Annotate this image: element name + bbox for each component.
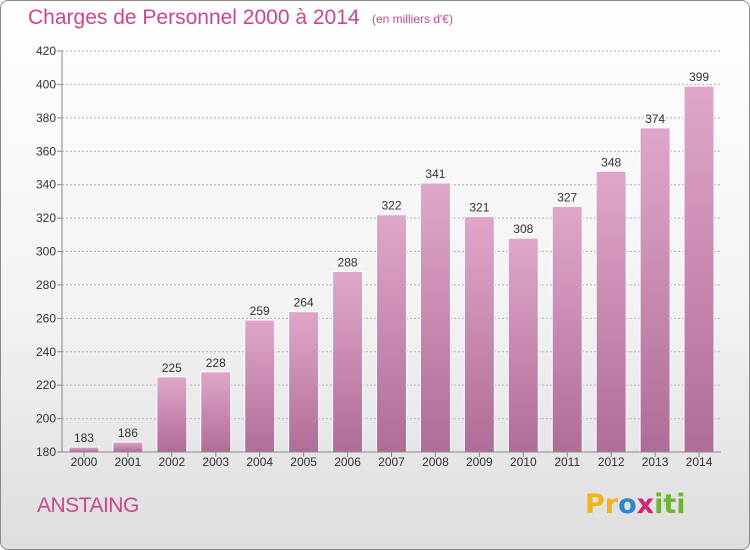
x-tick-label: 2006: [334, 455, 361, 469]
bar: [156, 376, 188, 453]
x-tick-label: 2014: [686, 455, 713, 469]
bar: [551, 205, 583, 453]
data-label: 374: [645, 112, 665, 126]
bar: [288, 311, 320, 453]
bar: [68, 446, 100, 453]
bar: [683, 85, 715, 453]
x-tick-label: 2004: [246, 455, 273, 469]
logo-part-2: o: [618, 489, 637, 520]
y-tick-label: 280: [36, 278, 56, 292]
data-label: 228: [206, 356, 226, 370]
commune-name: ANSTAING: [37, 494, 139, 517]
x-tick-label: 2010: [510, 455, 537, 469]
x-tick-label: 2013: [642, 455, 669, 469]
bar: [376, 214, 407, 453]
y-tick-label: 180: [36, 445, 56, 459]
data-label: 288: [338, 256, 358, 270]
x-tick-label: 2007: [378, 455, 405, 469]
data-label: 321: [469, 200, 489, 214]
data-label: 225: [162, 361, 182, 375]
data-label: 183: [74, 431, 94, 445]
x-tick-label: 2002: [158, 455, 185, 469]
bar: [639, 127, 671, 453]
bar: [200, 371, 232, 453]
bar: [112, 441, 144, 453]
logo-part-3: x: [636, 489, 655, 520]
bar: [595, 170, 627, 453]
data-label: 186: [118, 426, 138, 440]
logo-part-1: Pr: [585, 489, 619, 520]
y-tick-label: 420: [36, 44, 56, 58]
y-tick-label: 220: [36, 378, 56, 392]
y-tick-label: 200: [36, 412, 56, 426]
x-tick-label: 2003: [202, 455, 229, 469]
bar: [332, 271, 364, 453]
y-tick-label: 260: [36, 311, 56, 325]
y-tick-label: 240: [36, 345, 56, 359]
data-label: 264: [294, 296, 314, 310]
data-label: 341: [425, 167, 445, 181]
bar: [463, 215, 495, 453]
x-tick-label: 2008: [422, 455, 449, 469]
x-tick-label: 2011: [554, 455, 580, 469]
x-tick-label: 2012: [598, 455, 625, 469]
x-tick-label: 2005: [290, 455, 317, 469]
data-label: 327: [557, 190, 577, 204]
bar: [419, 182, 451, 453]
proxiti-logo[interactable]: Proxiti: [585, 489, 686, 520]
data-label: 259: [250, 304, 270, 318]
y-tick-label: 400: [36, 77, 56, 91]
data-label: 348: [601, 155, 621, 169]
chart-title: Charges de Personnel 2000 à 2014: [28, 6, 360, 29]
logo-part-4: iti: [654, 489, 686, 520]
y-tick-label: 300: [36, 245, 56, 259]
y-tick-label: 340: [36, 178, 56, 192]
chart-subtitle: (en milliers d'€): [372, 12, 453, 26]
y-tick-label: 360: [36, 144, 56, 158]
x-tick-label: 2000: [71, 455, 98, 469]
x-tick-label: 2001: [115, 455, 142, 469]
y-tick-label: 320: [36, 211, 56, 225]
data-label: 308: [513, 222, 533, 236]
x-tick-label: 2009: [466, 455, 493, 469]
data-label: 399: [689, 70, 709, 84]
y-tick-label: 380: [36, 111, 56, 125]
data-label: 322: [381, 199, 401, 213]
bar: [244, 319, 276, 453]
bar: [507, 237, 539, 453]
